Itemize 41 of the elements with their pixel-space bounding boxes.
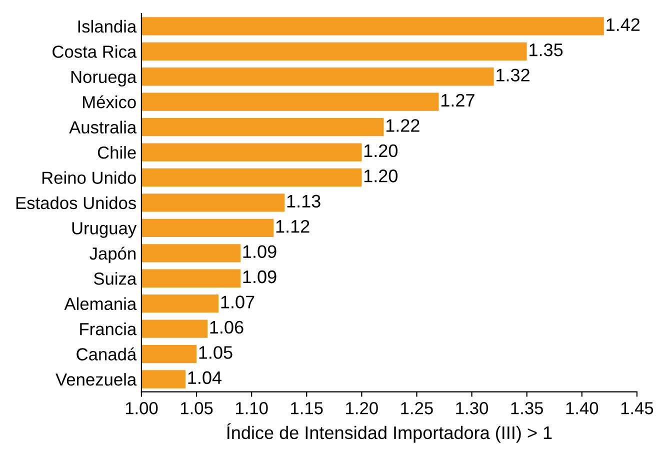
data-label: 1.20 (364, 144, 398, 158)
data-label: 1.12 (276, 220, 310, 233)
y-tick-label: Islandia (78, 20, 137, 33)
y-tick-label: Canadá (76, 348, 137, 360)
data-label: 1.09 (243, 245, 276, 258)
x-tick-label: 1.30 (456, 402, 488, 414)
x-tick-label: 1.00 (126, 402, 158, 414)
y-tick-label: Noruega (71, 70, 137, 87)
x-tick-label: 1.05 (180, 402, 213, 414)
data-label: 1.20 (364, 170, 398, 182)
x-tick-label: 1.40 (566, 402, 598, 414)
x-tick-label: 1.10 (236, 402, 268, 414)
data-label: 1.27 (442, 94, 474, 107)
y-tick-label: Alemania (64, 297, 137, 310)
data-label: 1.06 (210, 320, 244, 334)
y-tick-label: México (83, 95, 136, 108)
y-tick-label: Chile (98, 146, 136, 159)
y-tick-label: Uruguay (72, 222, 137, 238)
y-tick-label: Japón (90, 246, 136, 264)
data-label: 1.04 (188, 371, 222, 384)
data-label: 1.05 (199, 346, 232, 359)
x-axis-title: Índice de Intensidad Importadora (III) > 1 (227, 423, 552, 443)
x-tick-label: 1.20 (346, 402, 378, 414)
y-tick-label: Costa Rica (52, 45, 137, 58)
y-tick-label: Estados Unidos (16, 196, 136, 210)
data-label: 1.13 (287, 194, 320, 208)
data-label: 1.32 (496, 68, 530, 82)
x-tick-label: 1.45 (621, 402, 654, 414)
x-tick-label: 1.15 (291, 402, 323, 414)
data-label: 1.07 (221, 296, 254, 308)
y-tick-label: Suiza (94, 272, 137, 285)
y-tick-label: Francia (80, 322, 137, 336)
y-tick-label: Reino Unido (42, 171, 136, 184)
data-label: 1.42 (606, 18, 640, 31)
x-tick-label: 1.25 (401, 402, 433, 414)
y-tick-label: Australia (69, 120, 137, 134)
data-label: 1.35 (530, 43, 563, 56)
y-tick-label: Venezuela (56, 372, 137, 386)
x-tick-label: 1.35 (511, 402, 544, 414)
data-label: 1.09 (243, 270, 276, 284)
data-label: 1.22 (386, 119, 420, 132)
